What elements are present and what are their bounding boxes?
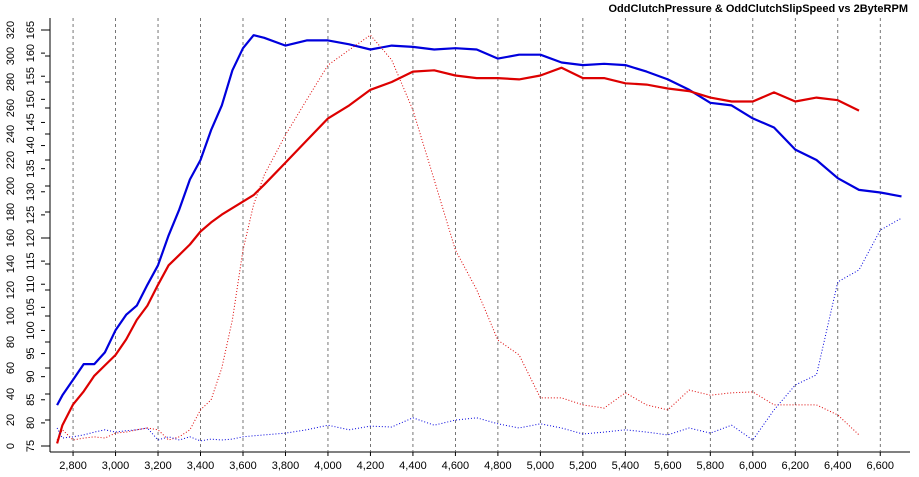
x-tick-label: 4,600 bbox=[442, 460, 470, 472]
x-tick-label: 6,000 bbox=[739, 460, 767, 472]
y2-tick-label: 100 bbox=[25, 321, 37, 339]
x-tick-label: 3,000 bbox=[102, 460, 130, 472]
x-tick-label: 6,600 bbox=[866, 460, 894, 472]
y-tick-label: 60 bbox=[5, 362, 17, 374]
x-tick-label: 5,800 bbox=[697, 460, 725, 472]
x-tick-label: 6,200 bbox=[782, 460, 810, 472]
y-tick-label: 200 bbox=[5, 177, 17, 195]
y-tick-label: 40 bbox=[5, 388, 17, 400]
y2-tick-label: 95 bbox=[25, 347, 37, 359]
x-tick-label: 5,000 bbox=[527, 460, 555, 472]
x-tick-label: 3,400 bbox=[187, 460, 215, 472]
y-tick-label: 160 bbox=[5, 229, 17, 247]
y2-tick-label: 75 bbox=[25, 440, 37, 452]
x-tick-label: 4,200 bbox=[357, 460, 385, 472]
y2-tick-label: 150 bbox=[25, 90, 37, 108]
y-tick-label: 120 bbox=[5, 281, 17, 299]
chart-title: OddClutchPressure & OddClutchSlipSpeed v… bbox=[608, 3, 908, 15]
y2-tick-label: 130 bbox=[25, 183, 37, 201]
x-tick-label: 4,000 bbox=[314, 460, 342, 472]
y-tick-label: 80 bbox=[5, 336, 17, 348]
x-tick-label: 5,600 bbox=[654, 460, 682, 472]
y2-tick-label: 155 bbox=[25, 67, 37, 85]
y2-tick-label: 80 bbox=[25, 417, 37, 429]
y-tick-label: 100 bbox=[5, 307, 17, 325]
x-tick-label: 4,800 bbox=[484, 460, 512, 472]
data-line bbox=[56, 34, 902, 406]
y-tick-label: 280 bbox=[5, 73, 17, 91]
x-tick-label: 5,200 bbox=[569, 460, 597, 472]
y2-tick-label: 110 bbox=[25, 275, 37, 293]
y2-tick-label: 90 bbox=[25, 371, 37, 383]
x-tick-label: 3,200 bbox=[144, 460, 172, 472]
y-tick-label: 140 bbox=[5, 255, 17, 273]
x-tick-label: 4,400 bbox=[399, 460, 427, 472]
data-line bbox=[56, 66, 860, 444]
data-line bbox=[56, 217, 902, 442]
y2-tick-label: 145 bbox=[25, 113, 37, 131]
y2-tick-label: 160 bbox=[25, 44, 37, 62]
x-tick-label: 2,800 bbox=[59, 460, 87, 472]
y-tick-label: 220 bbox=[5, 151, 17, 169]
y-tick-label: 180 bbox=[5, 203, 17, 221]
y-tick-label: 0 bbox=[5, 443, 17, 449]
y2-tick-label: 135 bbox=[25, 159, 37, 177]
x-tick-label: 5,400 bbox=[612, 460, 640, 472]
y2-tick-label: 85 bbox=[25, 394, 37, 406]
y-tick-label: 320 bbox=[5, 21, 17, 39]
data-line bbox=[56, 34, 860, 441]
x-tick-label: 6,400 bbox=[824, 460, 852, 472]
x-tick-label: 3,800 bbox=[272, 460, 300, 472]
y-tick-label: 300 bbox=[5, 47, 17, 65]
y2-tick-label: 120 bbox=[25, 229, 37, 247]
y-tick-label: 260 bbox=[5, 99, 17, 117]
y2-tick-label: 165 bbox=[25, 21, 37, 39]
y2-tick-label: 140 bbox=[25, 136, 37, 154]
y-tick-label: 240 bbox=[5, 125, 17, 143]
y2-tick-label: 125 bbox=[25, 206, 37, 224]
y2-tick-label: 105 bbox=[25, 298, 37, 316]
y-tick-label: 20 bbox=[5, 414, 17, 426]
y2-tick-label: 115 bbox=[25, 252, 37, 270]
x-tick-label: 3,600 bbox=[229, 460, 257, 472]
